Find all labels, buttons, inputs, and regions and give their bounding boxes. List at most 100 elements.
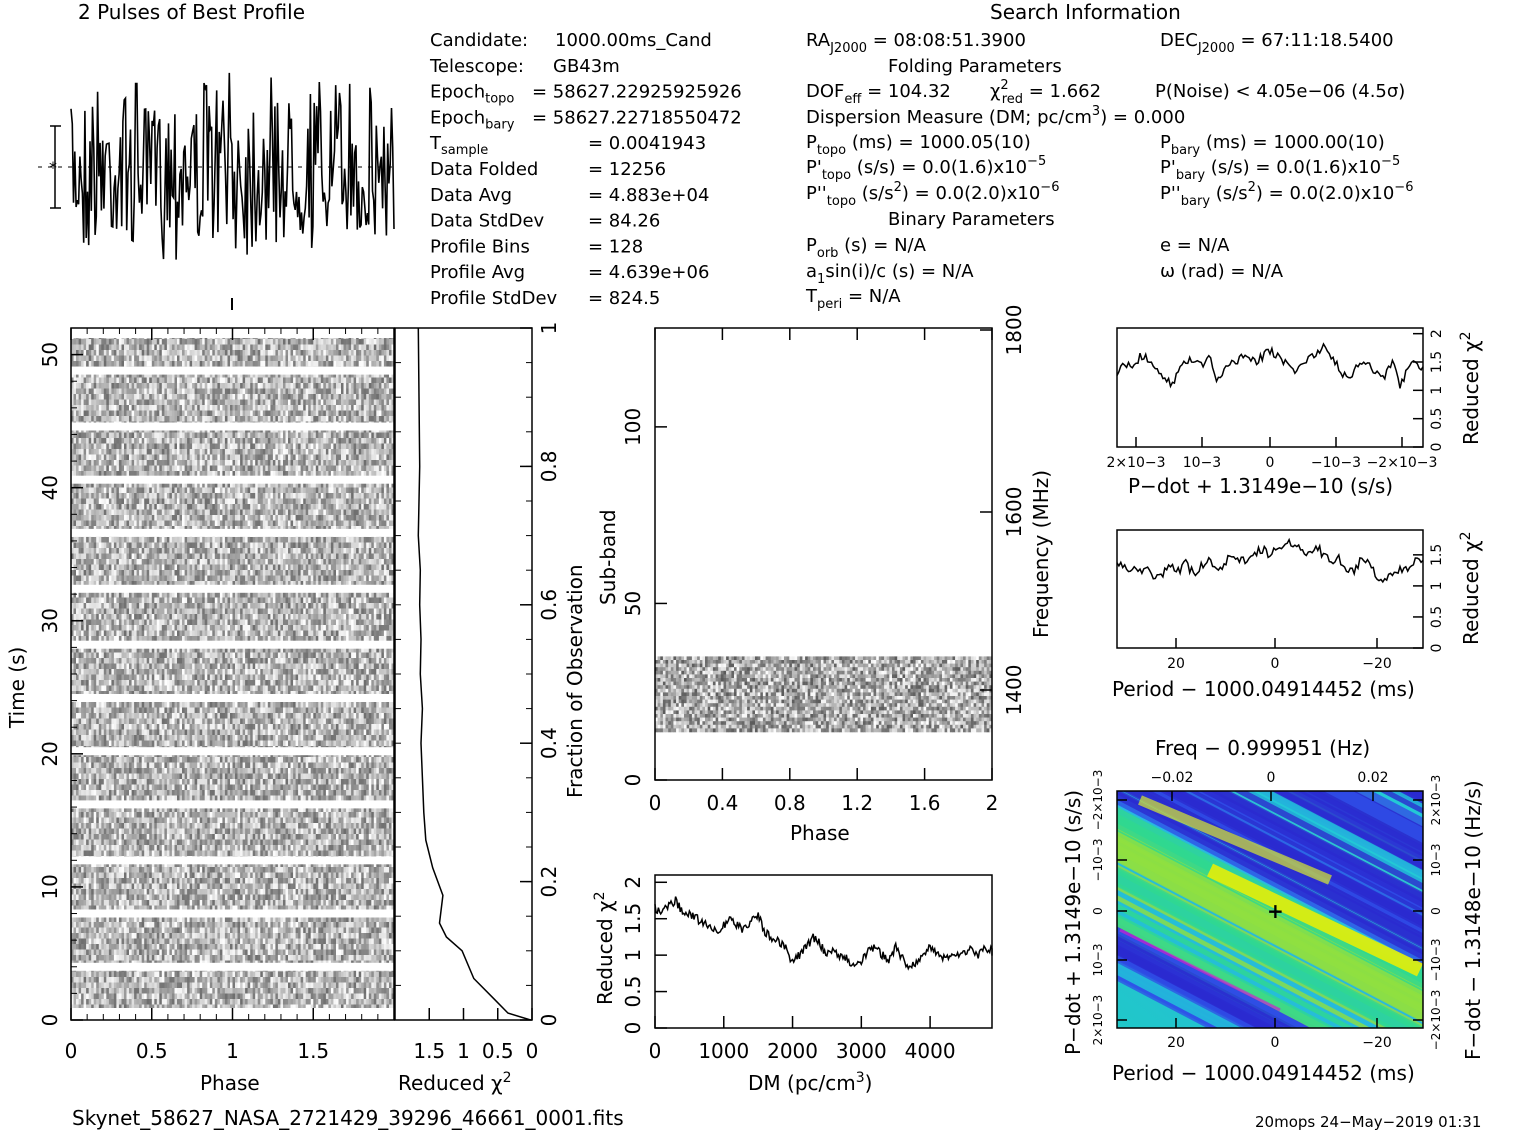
- dm-xtick: 0: [649, 1039, 662, 1063]
- data-gap: [71, 640, 394, 649]
- frequency-ytick: 1600: [1002, 487, 1026, 538]
- search-title: Search Information: [990, 0, 1181, 24]
- time-phase-ytick: 50: [38, 342, 62, 367]
- best-profile-plot: *: [38, 72, 395, 310]
- fraction-ytick: 0.4: [537, 727, 561, 759]
- profile-line: [70, 72, 395, 260]
- info-value: = 12256: [588, 159, 666, 180]
- map-period-xtick: 0: [1271, 1035, 1280, 1051]
- subband-ylabel: Sub-band: [596, 509, 620, 605]
- subband-ytick: 0: [621, 774, 645, 787]
- fraction-chi2-line: [417, 327, 531, 1021]
- frequency-ytick: 1400: [1002, 665, 1026, 716]
- subband-xtick: 0.8: [774, 791, 806, 815]
- info-row: Profile Avg: [430, 262, 525, 283]
- pdot-ylabel: Reduced χ2: [1458, 331, 1483, 445]
- ra-value: RAJ2000 = 08:08:51.3900: [806, 30, 1026, 56]
- info-row: Epochtopo: [430, 82, 514, 107]
- pdot-xtick: −10−3: [1311, 455, 1361, 471]
- omega-value: ω (rad) = N/A: [1160, 261, 1284, 282]
- ecc-value: e = N/A: [1160, 235, 1230, 256]
- time-phase-plot: 0 0.5 1 1.5 0 10 20 30 40 50 Phase Time (s): [5, 327, 395, 1095]
- tperi-value: Tperi = N/A: [805, 286, 901, 312]
- subband-phase-plot: 0 0.4 0.8 1.2 1.6 2 0 50 100 1400 1600 1800 Phase S…: [596, 305, 1053, 845]
- time-phase-ytick: 10: [38, 874, 62, 899]
- info-value: 1000.00ms_Cand: [555, 30, 712, 51]
- period-xtick: 20: [1167, 656, 1185, 672]
- pdot-ytick: 0.5: [1429, 408, 1445, 430]
- frequency-ylabel: Frequency (MHz): [1029, 470, 1053, 638]
- info-row: Epochbary: [430, 107, 515, 132]
- info-row: Candidate:: [430, 30, 528, 51]
- time-phase-ylabel: Time (s): [5, 647, 29, 729]
- freq-xlabel: Freq − 0.999951 (Hz): [1155, 736, 1370, 760]
- dm-xlabel: DM (pc/cm3): [748, 1070, 872, 1095]
- time-phase-xtick: 1.5: [297, 1039, 329, 1063]
- map-period-xlabel: Period − 1000.04914452 (ms): [1112, 1061, 1415, 1085]
- time-phase-ytick: 30: [38, 608, 62, 633]
- map-fdot-ytick: 2×10−3: [1429, 775, 1443, 826]
- pdot-xtick: 0: [1266, 455, 1275, 471]
- map-fdot-ylabel: F−dot − 1.3148e−10 (Hz/s): [1461, 780, 1485, 1060]
- info-value: = 58627.22925925926: [532, 82, 742, 103]
- time-phase-xtick: 0: [65, 1039, 78, 1063]
- info-value: = 58627.22718550472: [532, 107, 742, 128]
- pddot-bary-value: P''bary (s/s2) = 0.0(2.0)x10−6: [1160, 180, 1413, 209]
- data-gap: [71, 962, 394, 971]
- dm-value: Dispersion Measure (DM; pc/cm3) = 0.000: [806, 104, 1185, 128]
- trough-band: [1119, 928, 1281, 1012]
- footer-stamp: 20mops 24−May−2019 01:31: [1255, 1113, 1481, 1131]
- period-chi2-plot: 0 0.5 1 1.5 20 0 −20 Period − 1000.04914452 (m…: [1112, 529, 1483, 701]
- map-pdot-ytick: −10−3: [1091, 838, 1105, 881]
- info-value: = 4.639e+06: [588, 262, 709, 283]
- peak-band: [1206, 863, 1423, 977]
- time-phase-ytick: 0: [38, 1014, 62, 1027]
- period-xtick: −20: [1362, 656, 1392, 672]
- info-row: Telescope:: [429, 56, 524, 77]
- fraction-xtick: 0.5: [482, 1039, 514, 1063]
- fraction-ytick: 1: [537, 322, 561, 335]
- pdot-xtick: −2×10−3: [1367, 455, 1438, 471]
- fraction-xtick: 0: [526, 1039, 539, 1063]
- time-phase-xtick: 0.5: [136, 1039, 168, 1063]
- map-pdot-ytick: 2×10−3: [1091, 995, 1105, 1046]
- fraction-xtick: 1: [457, 1039, 470, 1063]
- period-ytick: 1.5: [1429, 544, 1445, 566]
- map-pdot-ytick: 0: [1091, 907, 1105, 915]
- fraction-xlabel: Reduced χ2: [398, 1070, 512, 1095]
- map-fdot-ytick: −2×10−3: [1429, 990, 1443, 1051]
- period-ytick: 0.5: [1429, 606, 1445, 628]
- fraction-ylabel: Fraction of Observation: [563, 564, 587, 798]
- dof-value: DOFeff = 104.32: [806, 81, 951, 107]
- ridge-band: [1138, 795, 1332, 885]
- fraction-ytick: 0: [537, 1014, 561, 1027]
- chi2-value: χ2 red = 1.662: [990, 78, 1101, 107]
- pdot-ytick: 2: [1429, 329, 1445, 338]
- pbary-value: Pbary (ms) = 1000.00(10): [1160, 132, 1385, 158]
- time-phase-xlabel: Phase: [200, 1071, 260, 1095]
- dm-ylabel: Reduced χ2: [592, 891, 617, 1005]
- subband-xtick: 1.2: [841, 791, 873, 815]
- pdot-chi2-plot: 0 0.5 1 1.5 2 2×10−3 10−3 0 −10−3 −2×10−3 P−dot +…: [1106, 327, 1483, 498]
- map-fdot-ytick: 0: [1429, 907, 1443, 915]
- info-value: = 824.5: [588, 288, 660, 309]
- period-ylabel: Reduced χ2: [1458, 531, 1483, 645]
- dm-xtick: 2000: [767, 1039, 818, 1063]
- info-value: = 128: [588, 236, 643, 257]
- folding-title: Folding Parameters: [888, 56, 1062, 77]
- subband-xlabel: Phase: [790, 821, 850, 845]
- data-gap: [71, 909, 394, 918]
- info-row: Data StdDev: [430, 211, 545, 232]
- map-fdot-ytick: −10−3: [1429, 938, 1443, 981]
- pdot-ytick: 1: [1429, 386, 1445, 395]
- data-gap: [71, 528, 394, 537]
- dm-xtick: 1000: [698, 1039, 749, 1063]
- period-xlabel: Period − 1000.04914452 (ms): [1112, 677, 1415, 701]
- data-gap: [71, 366, 394, 375]
- info-value: = 84.26: [588, 211, 660, 232]
- info-row: Profile StdDev: [430, 288, 558, 309]
- time-phase-ytick: 20: [38, 741, 62, 766]
- pdot-chi2-line: [1116, 342, 1424, 389]
- data-gap: [71, 800, 394, 809]
